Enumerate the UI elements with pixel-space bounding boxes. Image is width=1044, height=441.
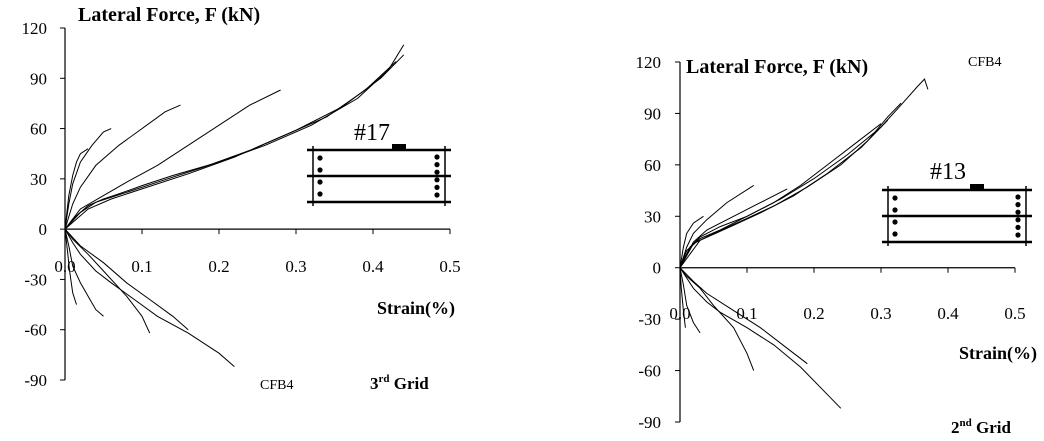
x-tick-label: 0.3 bbox=[870, 304, 891, 323]
series-line bbox=[64, 128, 112, 230]
series-line bbox=[679, 188, 788, 268]
rebar-dot bbox=[1015, 202, 1021, 208]
y-tick-label: -60 bbox=[24, 321, 47, 340]
series-line bbox=[64, 228, 104, 317]
rebar-dot bbox=[317, 179, 323, 185]
series-line bbox=[64, 61, 397, 230]
specimen-label: CFB4 bbox=[260, 378, 293, 393]
rebar-dot bbox=[434, 184, 440, 190]
rebar-dot bbox=[892, 219, 898, 225]
rebar-dot bbox=[1015, 217, 1021, 223]
chart-panel-2: 120 90 60 30 0 -30 -60 -90 0.0 0.1 0.2 0.3 0.4 0.5 Lat… bbox=[636, 53, 1038, 437]
rebar-dot bbox=[317, 191, 323, 197]
x-tick-label: 0.0 bbox=[669, 304, 690, 323]
series-line bbox=[679, 123, 882, 268]
x-tick-label: 0.2 bbox=[208, 257, 229, 276]
series-line bbox=[679, 267, 808, 365]
chart-title: Lateral Force, F (kN) bbox=[686, 56, 868, 78]
y-tick-label: 30 bbox=[644, 207, 661, 226]
chart-panel-1: 120 90 60 30 0 -30 -60 -90 0.0 0.1 0.2 0.3 0.4 0.5 Lat… bbox=[22, 4, 461, 393]
rebar-dot bbox=[434, 162, 440, 168]
rebar-dot bbox=[892, 195, 898, 201]
series-line bbox=[679, 215, 704, 268]
series-line bbox=[679, 78, 929, 268]
rebar-dot bbox=[317, 155, 323, 161]
rebar-dot bbox=[434, 192, 440, 198]
y-tick-label: -90 bbox=[638, 413, 661, 432]
series-line bbox=[679, 119, 889, 268]
gauge-marker bbox=[970, 184, 984, 189]
grid-label: 2nd Grid bbox=[951, 417, 1011, 437]
series-line bbox=[679, 267, 842, 409]
x-tick-label: 0.1 bbox=[131, 257, 152, 276]
rebar-dot bbox=[434, 154, 440, 160]
x-tick-label: 0.5 bbox=[1004, 304, 1025, 323]
y-tick-label: 0 bbox=[653, 259, 662, 278]
x-tick-label: 0.1 bbox=[736, 304, 757, 323]
series-line bbox=[64, 228, 189, 331]
series-line bbox=[64, 44, 405, 230]
x-axis-label: Strain(%) bbox=[959, 343, 1037, 364]
y-tick-label: 0 bbox=[39, 220, 48, 239]
x-tick-label: 0.5 bbox=[439, 257, 460, 276]
rebar-dot bbox=[1015, 224, 1021, 230]
y-tick-label: -30 bbox=[24, 270, 47, 289]
series-line bbox=[679, 267, 755, 371]
rebar-dot bbox=[434, 169, 440, 175]
rebar-dot bbox=[434, 177, 440, 183]
series-line bbox=[679, 267, 686, 328]
gauge-marker bbox=[392, 144, 406, 149]
rebar-dot bbox=[892, 207, 898, 213]
gauge-number: #17 bbox=[354, 120, 390, 146]
rebar-dot bbox=[1015, 209, 1021, 215]
grid-label: 3rd Grid bbox=[370, 373, 429, 393]
series-line bbox=[64, 104, 181, 230]
y-tick-label: 60 bbox=[30, 120, 47, 139]
specimen-label: CFB4 bbox=[968, 55, 1001, 70]
y-tick-label: -90 bbox=[24, 371, 47, 390]
x-tick-label: 0.3 bbox=[285, 257, 306, 276]
y-tick-label: 120 bbox=[636, 53, 662, 72]
y-tick-label: 120 bbox=[22, 19, 48, 38]
x-axis-label: Strain(%) bbox=[377, 298, 455, 319]
series-line bbox=[64, 89, 281, 230]
series-line bbox=[679, 184, 754, 268]
y-tick-label: 30 bbox=[30, 170, 47, 189]
chart-title: Lateral Force, F (kN) bbox=[78, 4, 260, 26]
series-line bbox=[64, 229, 77, 305]
series-line bbox=[64, 228, 151, 334]
gauge-diagram: #17 bbox=[307, 120, 451, 206]
x-tick-label: 0.0 bbox=[54, 257, 75, 276]
series-line bbox=[679, 102, 902, 268]
y-tick-label: -30 bbox=[638, 310, 661, 329]
series-line bbox=[679, 267, 701, 334]
rebar-dot bbox=[892, 231, 898, 237]
x-tick-label: 0.4 bbox=[937, 304, 959, 323]
x-tick-label: 0.2 bbox=[803, 304, 824, 323]
series-line bbox=[64, 148, 89, 230]
y-tick-label: -60 bbox=[638, 362, 661, 381]
x-tick-label: 0.4 bbox=[362, 257, 384, 276]
y-tick-label: 60 bbox=[644, 156, 661, 175]
rebar-dot bbox=[317, 167, 323, 173]
rebar-dot bbox=[1015, 232, 1021, 238]
y-tick-label: 90 bbox=[644, 104, 661, 123]
y-tick-label: 90 bbox=[30, 69, 47, 88]
rebar-dot bbox=[1015, 194, 1021, 200]
series-line bbox=[64, 228, 235, 367]
gauge-number: #13 bbox=[930, 159, 966, 185]
gauge-diagram: #13 bbox=[882, 159, 1032, 246]
